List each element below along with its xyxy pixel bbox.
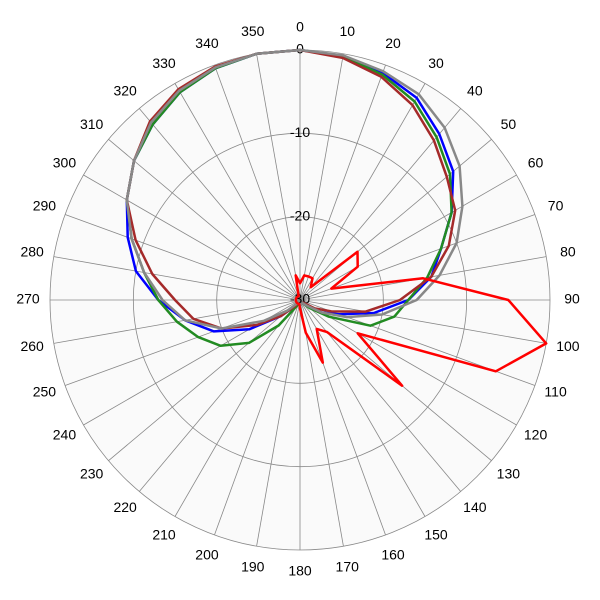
angle-label: 320 — [113, 82, 137, 98]
angle-label: 50 — [501, 116, 517, 132]
spoke — [214, 299, 301, 536]
angle-label: 0 — [296, 19, 304, 35]
angle-label: 170 — [336, 559, 360, 575]
angle-label: 290 — [33, 198, 57, 214]
spoke — [108, 299, 301, 462]
spoke — [214, 64, 301, 301]
spoke — [83, 174, 301, 301]
angle-label: 200 — [195, 546, 219, 562]
angle-label: 100 — [556, 338, 580, 354]
spoke — [64, 299, 301, 386]
spoke — [138, 299, 301, 492]
spoke — [299, 299, 547, 344]
spoke — [299, 299, 517, 426]
spoke — [174, 83, 301, 301]
radial-label: 0 — [296, 41, 304, 57]
angle-label: 130 — [497, 466, 521, 482]
spoke — [299, 299, 344, 547]
spoke — [299, 299, 386, 536]
angle-label: 160 — [381, 546, 405, 562]
angle-label: 110 — [544, 384, 567, 400]
spoke — [108, 138, 301, 301]
angle-label: 250 — [33, 384, 57, 400]
angle-label: 270 — [16, 291, 40, 307]
angle-label: 340 — [195, 35, 219, 51]
angle-label: 140 — [463, 499, 487, 515]
angle-label: 230 — [80, 466, 104, 482]
angle-label: 190 — [241, 559, 265, 575]
angle-label: 210 — [152, 526, 176, 542]
spoke — [138, 108, 301, 301]
spoke — [299, 174, 517, 301]
spoke — [299, 299, 426, 517]
radial-label: -20 — [290, 207, 310, 223]
angle-label: 30 — [428, 55, 444, 71]
spoke — [299, 83, 426, 301]
spoke — [256, 299, 301, 547]
angle-label: 240 — [53, 427, 77, 443]
angle-label: 280 — [20, 243, 44, 259]
angle-label: 330 — [152, 55, 176, 71]
angle-label: 300 — [53, 155, 77, 171]
spoke — [174, 299, 301, 517]
spoke — [299, 214, 536, 301]
series-line — [294, 250, 548, 387]
spoke — [256, 53, 301, 301]
angle-label: 220 — [113, 499, 137, 515]
angle-label: 40 — [467, 82, 483, 98]
angle-label: 260 — [20, 338, 44, 354]
spoke — [299, 53, 344, 301]
angle-label: 120 — [524, 427, 548, 443]
angle-label: 80 — [560, 243, 576, 259]
angle-label: 10 — [339, 23, 355, 39]
angle-label: 180 — [288, 563, 312, 579]
spoke — [64, 214, 301, 301]
spoke — [299, 64, 386, 301]
angle-label: 60 — [528, 155, 544, 171]
angle-label: 70 — [548, 198, 564, 214]
angle-label: 90 — [564, 291, 580, 307]
angle-label: 150 — [424, 526, 448, 542]
radial-label: -10 — [290, 124, 310, 140]
spoke — [53, 256, 301, 301]
angle-label: 350 — [241, 23, 265, 39]
angle-label: 20 — [385, 35, 401, 51]
angle-label: 310 — [80, 116, 104, 132]
